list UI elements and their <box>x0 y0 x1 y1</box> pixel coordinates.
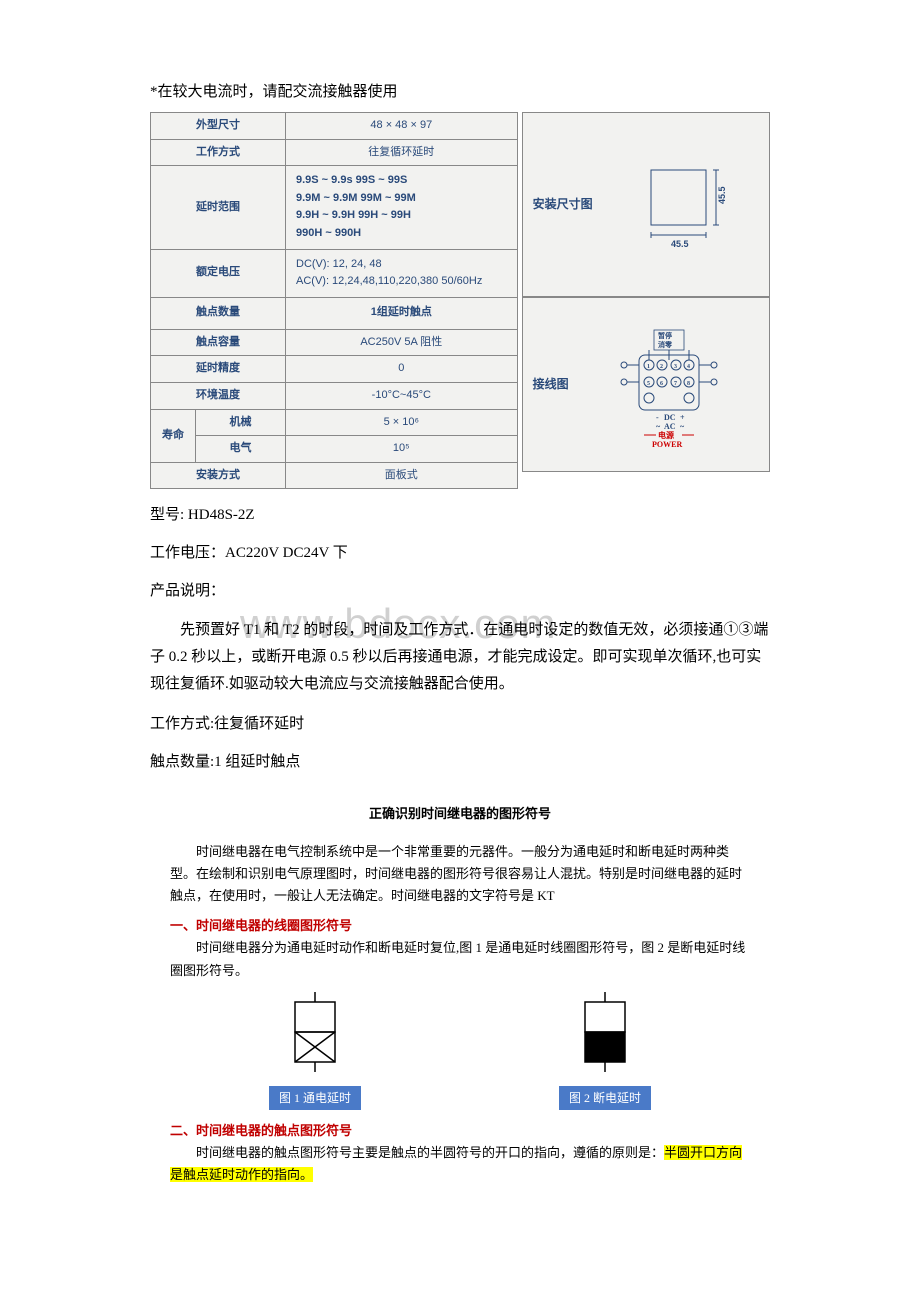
cell-label: 延时精度 <box>151 356 286 383</box>
table-row: 电气 10⁵ <box>151 436 518 463</box>
cell-label: 延时范围 <box>151 166 286 249</box>
cell-value: -10°C~45°C <box>286 382 518 409</box>
cell-label: 触点数量 <box>151 297 286 329</box>
cell-value: 9.9S ~ 9.9s 99S ~ 99S 9.9M ~ 9.9M 99M ~ … <box>286 166 518 249</box>
svg-text:8: 8 <box>687 381 690 387</box>
cell-value: 10⁵ <box>286 436 518 463</box>
install-diagram-cell: 安装尺寸图 45.5 45.5 <box>522 112 770 297</box>
svg-text:电源: 电源 <box>658 430 674 440</box>
svg-text:5: 5 <box>647 381 650 387</box>
voltage-line: AC(V): 12,24,48,110,220,380 50/60Hz <box>296 275 482 287</box>
work-mode: 工作方式:往复循环延时 <box>150 712 770 736</box>
svg-text:POWER: POWER <box>652 440 682 449</box>
svg-text:45.5: 45.5 <box>671 239 689 249</box>
section1-heading: 一、时间继电器的线圈图形符号 <box>170 915 750 937</box>
cell-sublabel: 电气 <box>196 436 286 463</box>
svg-text:4: 4 <box>687 364 690 370</box>
symbol-fig1: 图 1 通电延时 <box>265 992 365 1110</box>
svg-text:3: 3 <box>674 364 677 370</box>
svg-text:AC: AC <box>664 422 676 431</box>
range-line: 9.9S ~ 9.9s 99S ~ 99S <box>296 174 407 186</box>
right-column: 安装尺寸图 45.5 45.5 接线图 <box>522 112 770 489</box>
spec-block: 外型尺寸 48 × 48 × 97 工作方式 往复循环延时 延时范围 9.9S … <box>150 112 770 489</box>
svg-text:-: - <box>656 413 659 422</box>
cell-label: 额定电压 <box>151 249 286 297</box>
table-row: 寿命 机械 5 × 10⁶ <box>151 409 518 436</box>
cell-label: 环境温度 <box>151 382 286 409</box>
svg-text:暂停: 暂停 <box>658 331 672 340</box>
section2-heading: 二、时间继电器的触点图形符号 <box>170 1120 750 1142</box>
svg-text:消零: 消零 <box>658 340 673 349</box>
svg-text:~: ~ <box>680 422 685 431</box>
range-line: 9.9H ~ 9.9H 99H ~ 99H <box>296 209 411 221</box>
table-row: 环境温度 -10°C~45°C <box>151 382 518 409</box>
wiring-diagram-cell: 接线图 暂停 消零 1 2 3 4 5 6 7 8 <box>522 297 770 472</box>
svg-text:7: 7 <box>674 381 677 387</box>
page-content: *在较大电流时，请配交流接触器使用 外型尺寸 48 × 48 × 97 工作方式… <box>150 80 770 1186</box>
cell-value: 5 × 10⁶ <box>286 409 518 436</box>
table-row: 延时精度 0 <box>151 356 518 383</box>
wiring-svg: 暂停 消零 1 2 3 4 5 6 7 8 <box>594 320 744 450</box>
cell-label: 触点容量 <box>151 329 286 356</box>
voltage-line: 工作电压：AC220V DC24V 下 <box>150 541 770 565</box>
svg-text:45.5: 45.5 <box>717 186 727 204</box>
desc-label: 产品说明： <box>150 579 770 603</box>
cell-label: 寿命 <box>151 409 196 462</box>
install-svg: 45.5 45.5 <box>621 150 741 260</box>
svg-text:6: 6 <box>660 381 663 387</box>
article-body: 时间继电器在电气控制系统中是一个非常重要的元器件。一般分为通电延时和断电延时两种… <box>170 841 750 1186</box>
cell-value: 面板式 <box>286 462 518 489</box>
section2-pre: 时间继电器的触点图形符号主要是触点的半圆符号的开口的指向，遵循的原则是： <box>196 1145 664 1160</box>
table-row: 触点容量 AC250V 5A 阻性 <box>151 329 518 356</box>
cell-value: 往复循环延时 <box>286 139 518 166</box>
cell-label: 外型尺寸 <box>151 113 286 140</box>
fig1-caption: 图 1 通电延时 <box>269 1086 361 1110</box>
section2-body: 时间继电器的触点图形符号主要是触点的半圆符号的开口的指向，遵循的原则是：半圆开口… <box>170 1142 750 1186</box>
svg-text:+: + <box>680 413 685 422</box>
svg-text:2: 2 <box>660 364 663 370</box>
svg-text:1: 1 <box>647 364 650 370</box>
cell-label: 工作方式 <box>151 139 286 166</box>
table-row: 工作方式 往复循环延时 <box>151 139 518 166</box>
wiring-label: 接线图 <box>533 375 569 394</box>
table-row: 触点数量 1组延时触点 <box>151 297 518 329</box>
fig2-caption: 图 2 断电延时 <box>559 1086 651 1110</box>
model-line: 型号: HD48S-2Z <box>150 503 770 527</box>
range-line: 9.9M ~ 9.9M 99M ~ 99M <box>296 192 416 204</box>
svg-text:DC: DC <box>664 413 676 422</box>
spec-table: 外型尺寸 48 × 48 × 97 工作方式 往复循环延时 延时范围 9.9S … <box>150 112 518 489</box>
symbol-row: 图 1 通电延时 图 2 断电延时 <box>170 992 750 1110</box>
table-row: 外型尺寸 48 × 48 × 97 <box>151 113 518 140</box>
desc-paragraph: 先预置好 T1 和 T2 的时段，时间及工作方式．在通电时设定的数值无效，必须接… <box>150 617 770 698</box>
cell-value: DC(V): 12, 24, 48 AC(V): 12,24,48,110,22… <box>286 249 518 297</box>
wiring-diagram: 暂停 消零 1 2 3 4 5 6 7 8 <box>569 320 769 450</box>
cell-value: AC250V 5A 阻性 <box>286 329 518 356</box>
cell-value: 0 <box>286 356 518 383</box>
install-label: 安装尺寸图 <box>533 195 593 214</box>
table-row: 安装方式 面板式 <box>151 462 518 489</box>
install-diagram: 45.5 45.5 <box>593 150 769 260</box>
contact-qty: 触点数量:1 组延时触点 <box>150 750 770 774</box>
top-note: *在较大电流时，请配交流接触器使用 <box>150 80 770 104</box>
section1-body: 时间继电器分为通电延时动作和断电延时复位,图 1 是通电延时线圈图形符号，图 2… <box>170 937 750 981</box>
cell-value: 48 × 48 × 97 <box>286 113 518 140</box>
table-row: 延时范围 9.9S ~ 9.9s 99S ~ 99S 9.9M ~ 9.9M 9… <box>151 166 518 249</box>
table-row: 额定电压 DC(V): 12, 24, 48 AC(V): 12,24,48,1… <box>151 249 518 297</box>
cell-label: 安装方式 <box>151 462 286 489</box>
svg-text:~: ~ <box>656 422 661 431</box>
voltage-line: DC(V): 12, 24, 48 <box>296 258 382 270</box>
cell-sublabel: 机械 <box>196 409 286 436</box>
cell-value: 1组延时触点 <box>286 297 518 329</box>
range-line: 990H ~ 990H <box>296 227 361 239</box>
article-intro: 时间继电器在电气控制系统中是一个非常重要的元器件。一般分为通电延时和断电延时两种… <box>170 841 750 907</box>
symbol-fig2: 图 2 断电延时 <box>555 992 655 1110</box>
article-title: 正确识别时间继电器的图形符号 <box>150 804 770 825</box>
coil-symbol-on-delay-icon <box>265 992 365 1082</box>
coil-symbol-off-delay-icon <box>555 992 655 1082</box>
